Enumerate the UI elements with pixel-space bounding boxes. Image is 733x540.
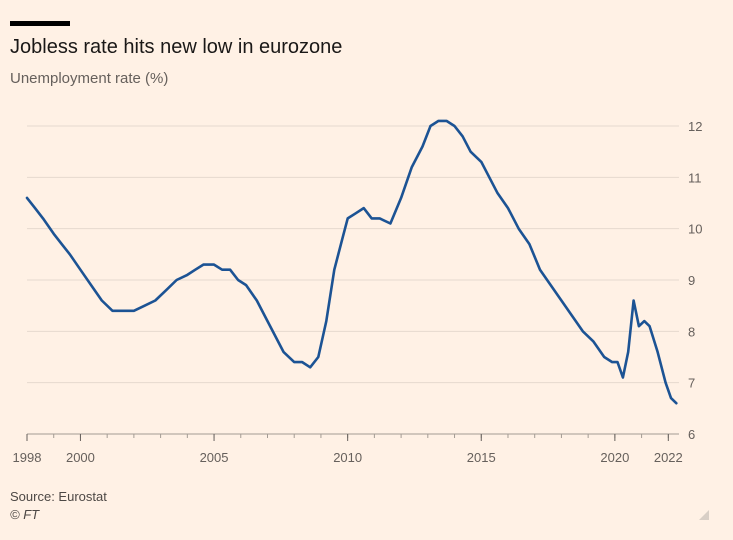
ft-top-bar <box>10 21 70 26</box>
x-tick-label: 2005 <box>200 450 229 465</box>
y-tick-label: 9 <box>688 273 695 288</box>
x-tick-label: 2015 <box>467 450 496 465</box>
y-tick-label: 11 <box>688 170 702 185</box>
x-axis: 1998 2000 2005 2010 2015 2020 2022 <box>13 433 683 465</box>
gridlines <box>27 125 679 384</box>
series-line-unemployment <box>25 119 678 405</box>
y-tick-label: 6 <box>688 427 695 442</box>
resize-handle-icon[interactable] <box>699 510 709 520</box>
copyright-note: © FT <box>10 507 40 522</box>
x-tick-label: 2000 <box>66 450 95 465</box>
y-tick-label: 12 <box>688 119 702 134</box>
source-note: Source: Eurostat <box>10 489 107 504</box>
series <box>25 119 678 405</box>
y-tick-label: 7 <box>688 376 695 391</box>
x-tick-label: 2020 <box>600 450 629 465</box>
y-tick-label: 10 <box>688 222 702 237</box>
y-axis: 6 7 8 9 10 11 12 <box>688 119 702 442</box>
y-tick-label: 8 <box>688 324 695 339</box>
x-tick-label: 2010 <box>333 450 362 465</box>
x-tick-label: 2022 <box>654 450 683 465</box>
x-tick-label: 1998 <box>13 450 42 465</box>
chart-subtitle: Unemployment rate (%) <box>10 70 169 87</box>
chart-title: Jobless rate hits new low in eurozone <box>10 36 343 58</box>
